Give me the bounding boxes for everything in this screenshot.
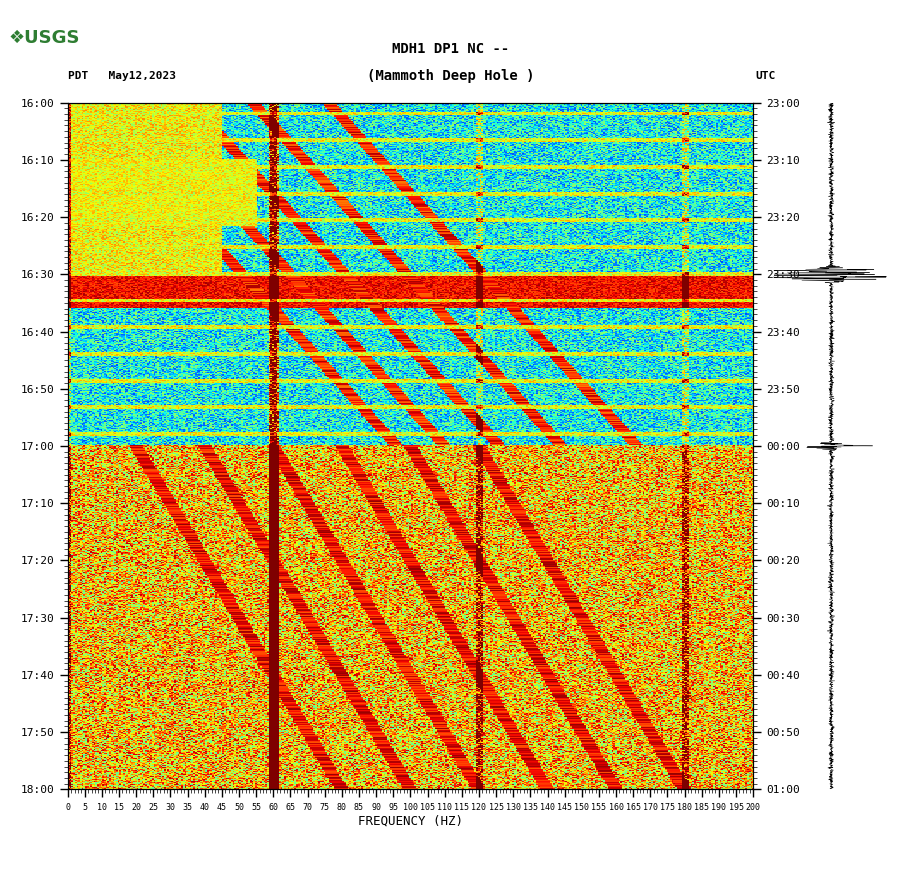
Text: MDH1 DP1 NC --: MDH1 DP1 NC -- bbox=[392, 42, 510, 56]
Text: PDT   May12,2023: PDT May12,2023 bbox=[68, 70, 176, 81]
Text: ❖USGS: ❖USGS bbox=[9, 29, 80, 47]
X-axis label: FREQUENCY (HZ): FREQUENCY (HZ) bbox=[358, 814, 463, 828]
Text: UTC: UTC bbox=[755, 70, 775, 81]
Text: (Mammoth Deep Hole ): (Mammoth Deep Hole ) bbox=[367, 69, 535, 83]
